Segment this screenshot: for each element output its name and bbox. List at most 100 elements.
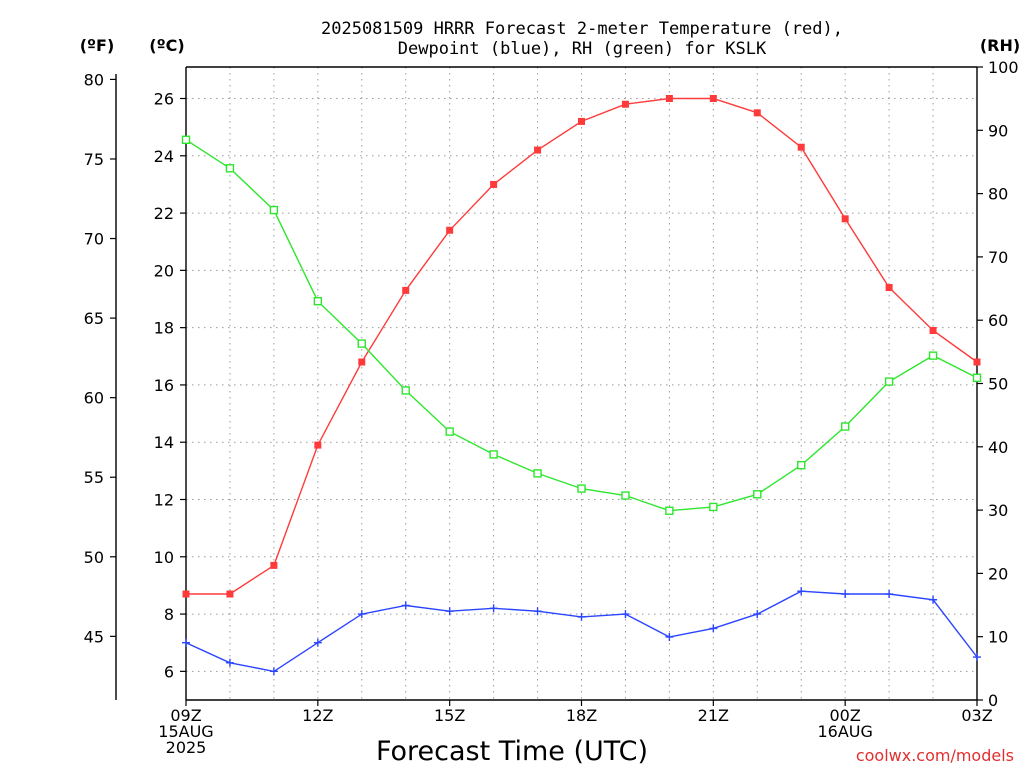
data-point (753, 610, 762, 619)
watermark-text: coolwx.com/models (856, 746, 1014, 765)
x-tick-label: 03Z (961, 706, 992, 725)
data-point (533, 607, 542, 616)
data-point (797, 587, 806, 596)
x-axis-title: Forecast Time (UTC) (376, 736, 648, 767)
data-point (621, 610, 630, 619)
data-point (577, 612, 586, 621)
data-point (445, 607, 454, 616)
data-point (182, 590, 190, 598)
data-point (578, 117, 585, 125)
data-point (226, 590, 234, 598)
x-tick-label: 15Z (434, 706, 465, 725)
celsius-tick-label: 14 (154, 433, 174, 452)
rh-tick-label: 40 (988, 438, 1008, 457)
data-point (928, 351, 938, 360)
data-point (446, 226, 454, 234)
fahrenheit-tick-label: 45 (84, 627, 104, 646)
data-point (225, 658, 234, 667)
rh-tick-label: 70 (988, 248, 1008, 267)
data-point (269, 205, 279, 215)
data-point (709, 95, 717, 103)
celsius-tick-label: 8 (164, 605, 174, 624)
x-tick-label: 18Z (566, 706, 597, 725)
data-point (840, 422, 850, 431)
x-tick-label: 00Z 16AUG (817, 706, 872, 741)
data-point (490, 180, 498, 188)
data-point (225, 164, 235, 173)
data-point (929, 595, 938, 604)
data-point (401, 386, 410, 395)
fahrenheit-tick-label: 65 (84, 309, 104, 328)
celsius-unit-label: (ºC) (149, 36, 184, 55)
celsius-tick-label: 12 (154, 491, 174, 510)
data-point (534, 146, 542, 154)
data-point (709, 502, 718, 512)
data-point (489, 604, 498, 613)
data-point (313, 297, 323, 306)
fahrenheit-tick-label: 50 (84, 548, 104, 567)
fahrenheit-tick-label: 55 (84, 468, 104, 487)
data-point (314, 441, 322, 449)
fahrenheit-unit-label: (ºF) (80, 36, 115, 55)
series-dewpoint (182, 587, 981, 676)
rh-tick-label: 20 (988, 564, 1008, 583)
rh-unit-label: (RH) (980, 36, 1020, 55)
rh-tick-label: 60 (988, 311, 1008, 330)
data-point (401, 601, 410, 610)
celsius-tick-label: 18 (154, 319, 174, 338)
data-point (884, 377, 894, 386)
rh-tick-label: 30 (988, 501, 1008, 520)
chart-title: 2025081509 HRRR Forecast 2-meter Tempera… (321, 19, 843, 39)
data-point (797, 143, 805, 151)
data-point (533, 469, 542, 478)
tick-marks-and-labels: 6 8 10 12 14 16 18 20 22 24 26 45 50 55 60 65 70 75 80 0 10 2… (84, 58, 1019, 757)
chart-subtitle: Dewpoint (blue), RH (green) for KSLK (398, 39, 767, 59)
x-tick-label: 09Z 15AUG 2025 (158, 706, 213, 757)
data-point (358, 358, 366, 366)
data-point (402, 286, 410, 294)
rh-tick-label: 90 (988, 121, 1008, 140)
data-point (841, 215, 849, 223)
series-rh (181, 135, 982, 515)
fahrenheit-tick-label: 70 (84, 230, 104, 249)
celsius-tick-label: 6 (164, 662, 174, 681)
data-point (270, 561, 278, 569)
data-point (885, 284, 893, 292)
x-tick-label: 12Z (302, 706, 333, 725)
data-point (753, 109, 761, 117)
fahrenheit-tick-label: 60 (84, 389, 104, 408)
data-point (357, 610, 366, 619)
x-tick-label: 21Z (698, 706, 729, 725)
fahrenheit-tick-label: 75 (84, 150, 104, 169)
series-temperature (182, 95, 981, 598)
celsius-tick-label: 10 (154, 548, 174, 567)
rh-tick-label: 80 (988, 185, 1008, 204)
data-point (665, 506, 674, 515)
data-point (841, 590, 850, 599)
rh-tick-label: 10 (988, 628, 1008, 647)
data-point (973, 358, 981, 366)
rh-tick-label: 100 (988, 58, 1019, 77)
data-point (753, 490, 762, 499)
data-point (665, 95, 673, 103)
data-point (797, 460, 806, 470)
data-point (621, 491, 630, 500)
celsius-tick-label: 16 (154, 376, 174, 395)
data-point (929, 327, 937, 335)
fahrenheit-tick-label: 80 (84, 70, 104, 89)
data-point (313, 638, 322, 647)
data-point (182, 638, 190, 647)
data-point (972, 373, 982, 383)
data-point (269, 667, 278, 676)
celsius-tick-label: 20 (154, 261, 174, 280)
rh-tick-label: 50 (988, 375, 1008, 394)
data-series (181, 95, 982, 676)
celsius-tick-label: 26 (154, 90, 174, 109)
celsius-tick-label: 22 (154, 204, 174, 223)
data-point (709, 624, 718, 633)
data-point (181, 135, 191, 144)
data-point (665, 632, 674, 641)
data-point (357, 339, 366, 348)
